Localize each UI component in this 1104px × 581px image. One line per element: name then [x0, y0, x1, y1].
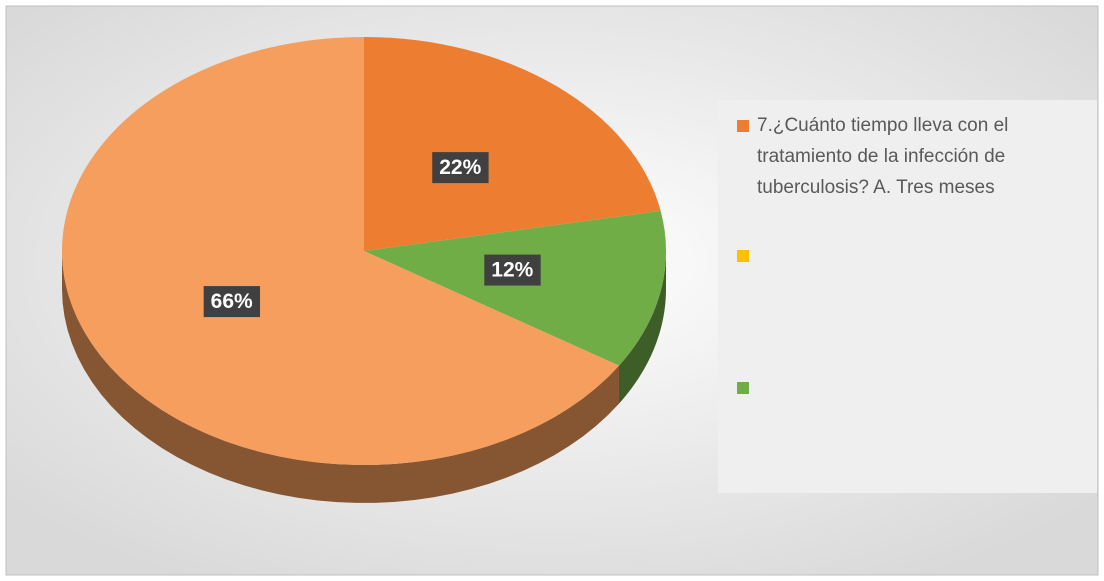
- data-label-box: [484, 254, 541, 286]
- slice: [62, 37, 619, 465]
- slice: [364, 210, 666, 366]
- data-label: 66%: [211, 290, 253, 313]
- slice-side: [618, 251, 666, 404]
- legend-swatch: [737, 120, 749, 132]
- legend-label: 7.¿Cuánto tiempo lleva con el tratamient…: [757, 115, 1009, 198]
- data-label: 22%: [439, 156, 481, 179]
- data-label-box: [432, 152, 489, 184]
- legend-swatch: [737, 382, 749, 394]
- data-label-box: [203, 286, 261, 318]
- slice-side: [62, 251, 619, 503]
- legend-swatch: [737, 250, 749, 262]
- legend-box: [718, 100, 1097, 493]
- slice: [364, 37, 661, 251]
- data-label: 12%: [491, 259, 533, 282]
